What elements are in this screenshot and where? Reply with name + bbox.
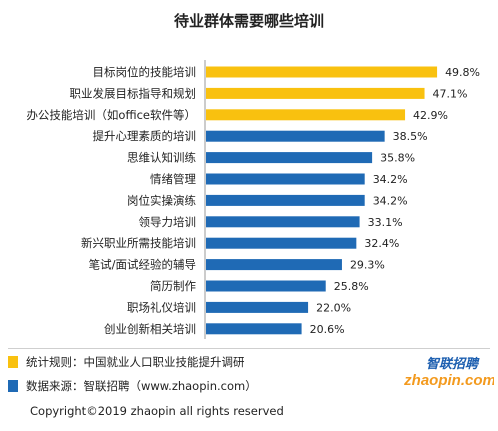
data-source-text: 数据来源：智联招聘（www.zhaopin.com） [26, 379, 257, 393]
value-label: 35.8% [380, 152, 415, 165]
category-label: 笔试/面试经验的辅导 [89, 258, 196, 272]
category-label: 岗位实操演练 [127, 193, 196, 207]
category-label: 新兴职业所需技能培训 [81, 236, 196, 250]
bar [206, 259, 342, 271]
zhaopin-logo: 智联招聘 zhaopin.com [404, 356, 494, 389]
category-label: 创业创新相关培训 [104, 322, 196, 336]
category-label: 提升心理素质的培训 [93, 129, 197, 143]
category-label: 领导力培训 [139, 215, 197, 229]
value-label: 47.1% [433, 87, 468, 100]
category-label: 办公技能培训（如office软件等） [26, 108, 196, 122]
value-label: 38.5% [393, 130, 428, 143]
category-label: 职业发展目标指导和规划 [70, 86, 197, 100]
chart-title: 待业群体需要哪些培训 [173, 12, 324, 30]
bar [206, 237, 357, 249]
category-label: 目标岗位的技能培训 [93, 65, 197, 79]
logo-chinese: 智联招聘 [426, 356, 480, 371]
legend-note-source: 数据来源：智联招聘（www.zhaopin.com） [8, 378, 257, 394]
bar [206, 109, 406, 121]
category-label: 思维认知训练 [127, 151, 196, 165]
category-label: 情绪管理 [150, 172, 196, 186]
legend-note-statistics: 统计规则：中国就业人口职业技能提升调研 [8, 354, 245, 370]
bar [206, 301, 309, 313]
bar [206, 152, 373, 164]
category-label: 职场礼仪培训 [127, 300, 196, 314]
bar [206, 130, 385, 142]
yellow-swatch [8, 356, 18, 368]
value-label: 34.2% [373, 194, 408, 207]
value-label: 42.9% [413, 109, 448, 122]
value-label: 25.8% [334, 280, 369, 293]
bar [206, 216, 360, 228]
separator-line [8, 348, 490, 349]
value-label: 49.8% [445, 66, 480, 79]
blue-swatch [8, 380, 18, 392]
category-label: 简历制作 [150, 279, 196, 293]
bar [206, 280, 326, 292]
bar [206, 173, 365, 185]
value-label: 20.6% [310, 323, 345, 336]
bar [206, 323, 302, 335]
logo-english: zhaopin.com [404, 372, 494, 389]
statistics-rule-text: 统计规则：中国就业人口职业技能提升调研 [26, 355, 245, 369]
value-label: 33.1% [368, 216, 403, 229]
value-label: 29.3% [350, 259, 385, 272]
bar [206, 87, 425, 99]
value-label: 34.2% [373, 173, 408, 186]
bar [206, 66, 438, 78]
bar [206, 194, 365, 206]
value-label: 32.4% [364, 237, 399, 250]
copyright-text: Copyright©2019 zhaopin all rights reserv… [30, 404, 284, 418]
value-label: 22.0% [316, 301, 351, 314]
bar-chart: 目标岗位的技能培训 49.8% 职业发展目标指导和规划 47.1% 办公技能培训（如of… [26, 60, 480, 339]
